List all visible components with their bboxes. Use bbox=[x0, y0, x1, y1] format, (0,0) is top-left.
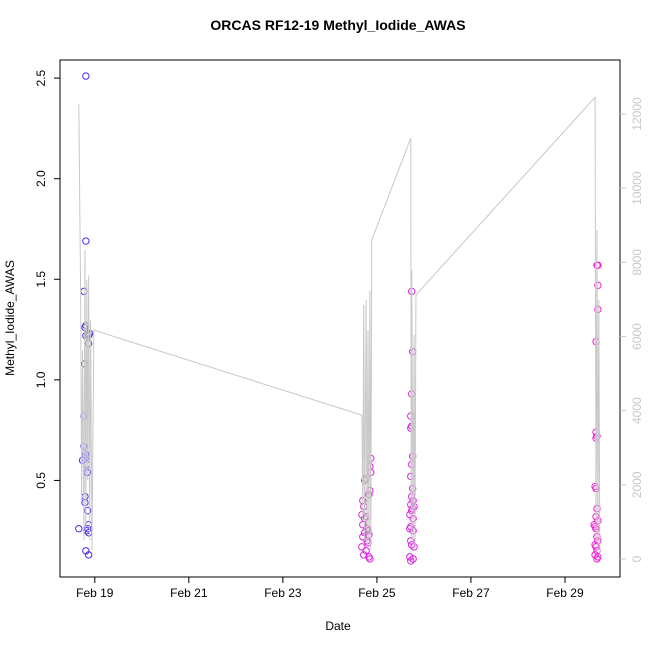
point bbox=[407, 557, 415, 565]
y-tick-label: 1.0 bbox=[34, 371, 48, 388]
point bbox=[592, 543, 600, 551]
y-axis-label: Methyl_Iodide_AWAS bbox=[3, 260, 17, 376]
x-axis-label: Date bbox=[325, 619, 351, 633]
y2-tick-label: 6000 bbox=[630, 323, 644, 350]
point bbox=[82, 237, 90, 245]
point bbox=[594, 281, 602, 290]
point bbox=[75, 525, 83, 533]
y2-tick-label: 0 bbox=[630, 555, 644, 562]
y2-tick-label: 2000 bbox=[630, 471, 644, 498]
y2-tick-label: 8000 bbox=[630, 249, 644, 276]
y-tick-label: 1.5 bbox=[34, 271, 48, 288]
x-tick-label: Feb 23 bbox=[264, 586, 302, 600]
point bbox=[406, 510, 414, 519]
y-tick-label: 2.5 bbox=[34, 69, 48, 86]
point bbox=[593, 504, 601, 513]
x-tick-label: Feb 27 bbox=[452, 586, 490, 600]
altitude-line bbox=[78, 96, 601, 555]
point bbox=[593, 555, 601, 563]
point bbox=[594, 261, 602, 269]
chart-title: ORCAS RF12-19 Methyl_Iodide_AWAS bbox=[210, 17, 465, 33]
point bbox=[366, 555, 374, 563]
point bbox=[409, 555, 417, 563]
point bbox=[362, 547, 370, 555]
point bbox=[359, 520, 367, 529]
x-tick-label: Feb 19 bbox=[76, 586, 114, 600]
point bbox=[84, 551, 93, 559]
point bbox=[593, 547, 601, 555]
y-tick-label: 2.0 bbox=[34, 170, 48, 187]
point bbox=[410, 543, 418, 551]
x-tick-label: Feb 25 bbox=[358, 586, 396, 600]
y2-tick-label: 4000 bbox=[630, 397, 644, 424]
y-tick-label: 0.5 bbox=[34, 472, 48, 489]
plot-frame bbox=[59, 59, 621, 578]
point bbox=[82, 72, 90, 80]
point bbox=[80, 287, 88, 296]
y2-tick-label: 12000 bbox=[630, 97, 644, 131]
point bbox=[408, 347, 417, 356]
point bbox=[358, 543, 366, 551]
x-tick-label: Feb 21 bbox=[170, 586, 208, 600]
y2-tick-label: 10000 bbox=[630, 171, 644, 205]
point bbox=[594, 305, 602, 314]
point bbox=[360, 502, 368, 511]
point bbox=[81, 492, 89, 501]
point bbox=[359, 533, 367, 541]
point bbox=[364, 539, 372, 547]
point bbox=[81, 498, 89, 507]
point bbox=[360, 551, 368, 559]
x-tick-label: Feb 29 bbox=[546, 586, 584, 600]
